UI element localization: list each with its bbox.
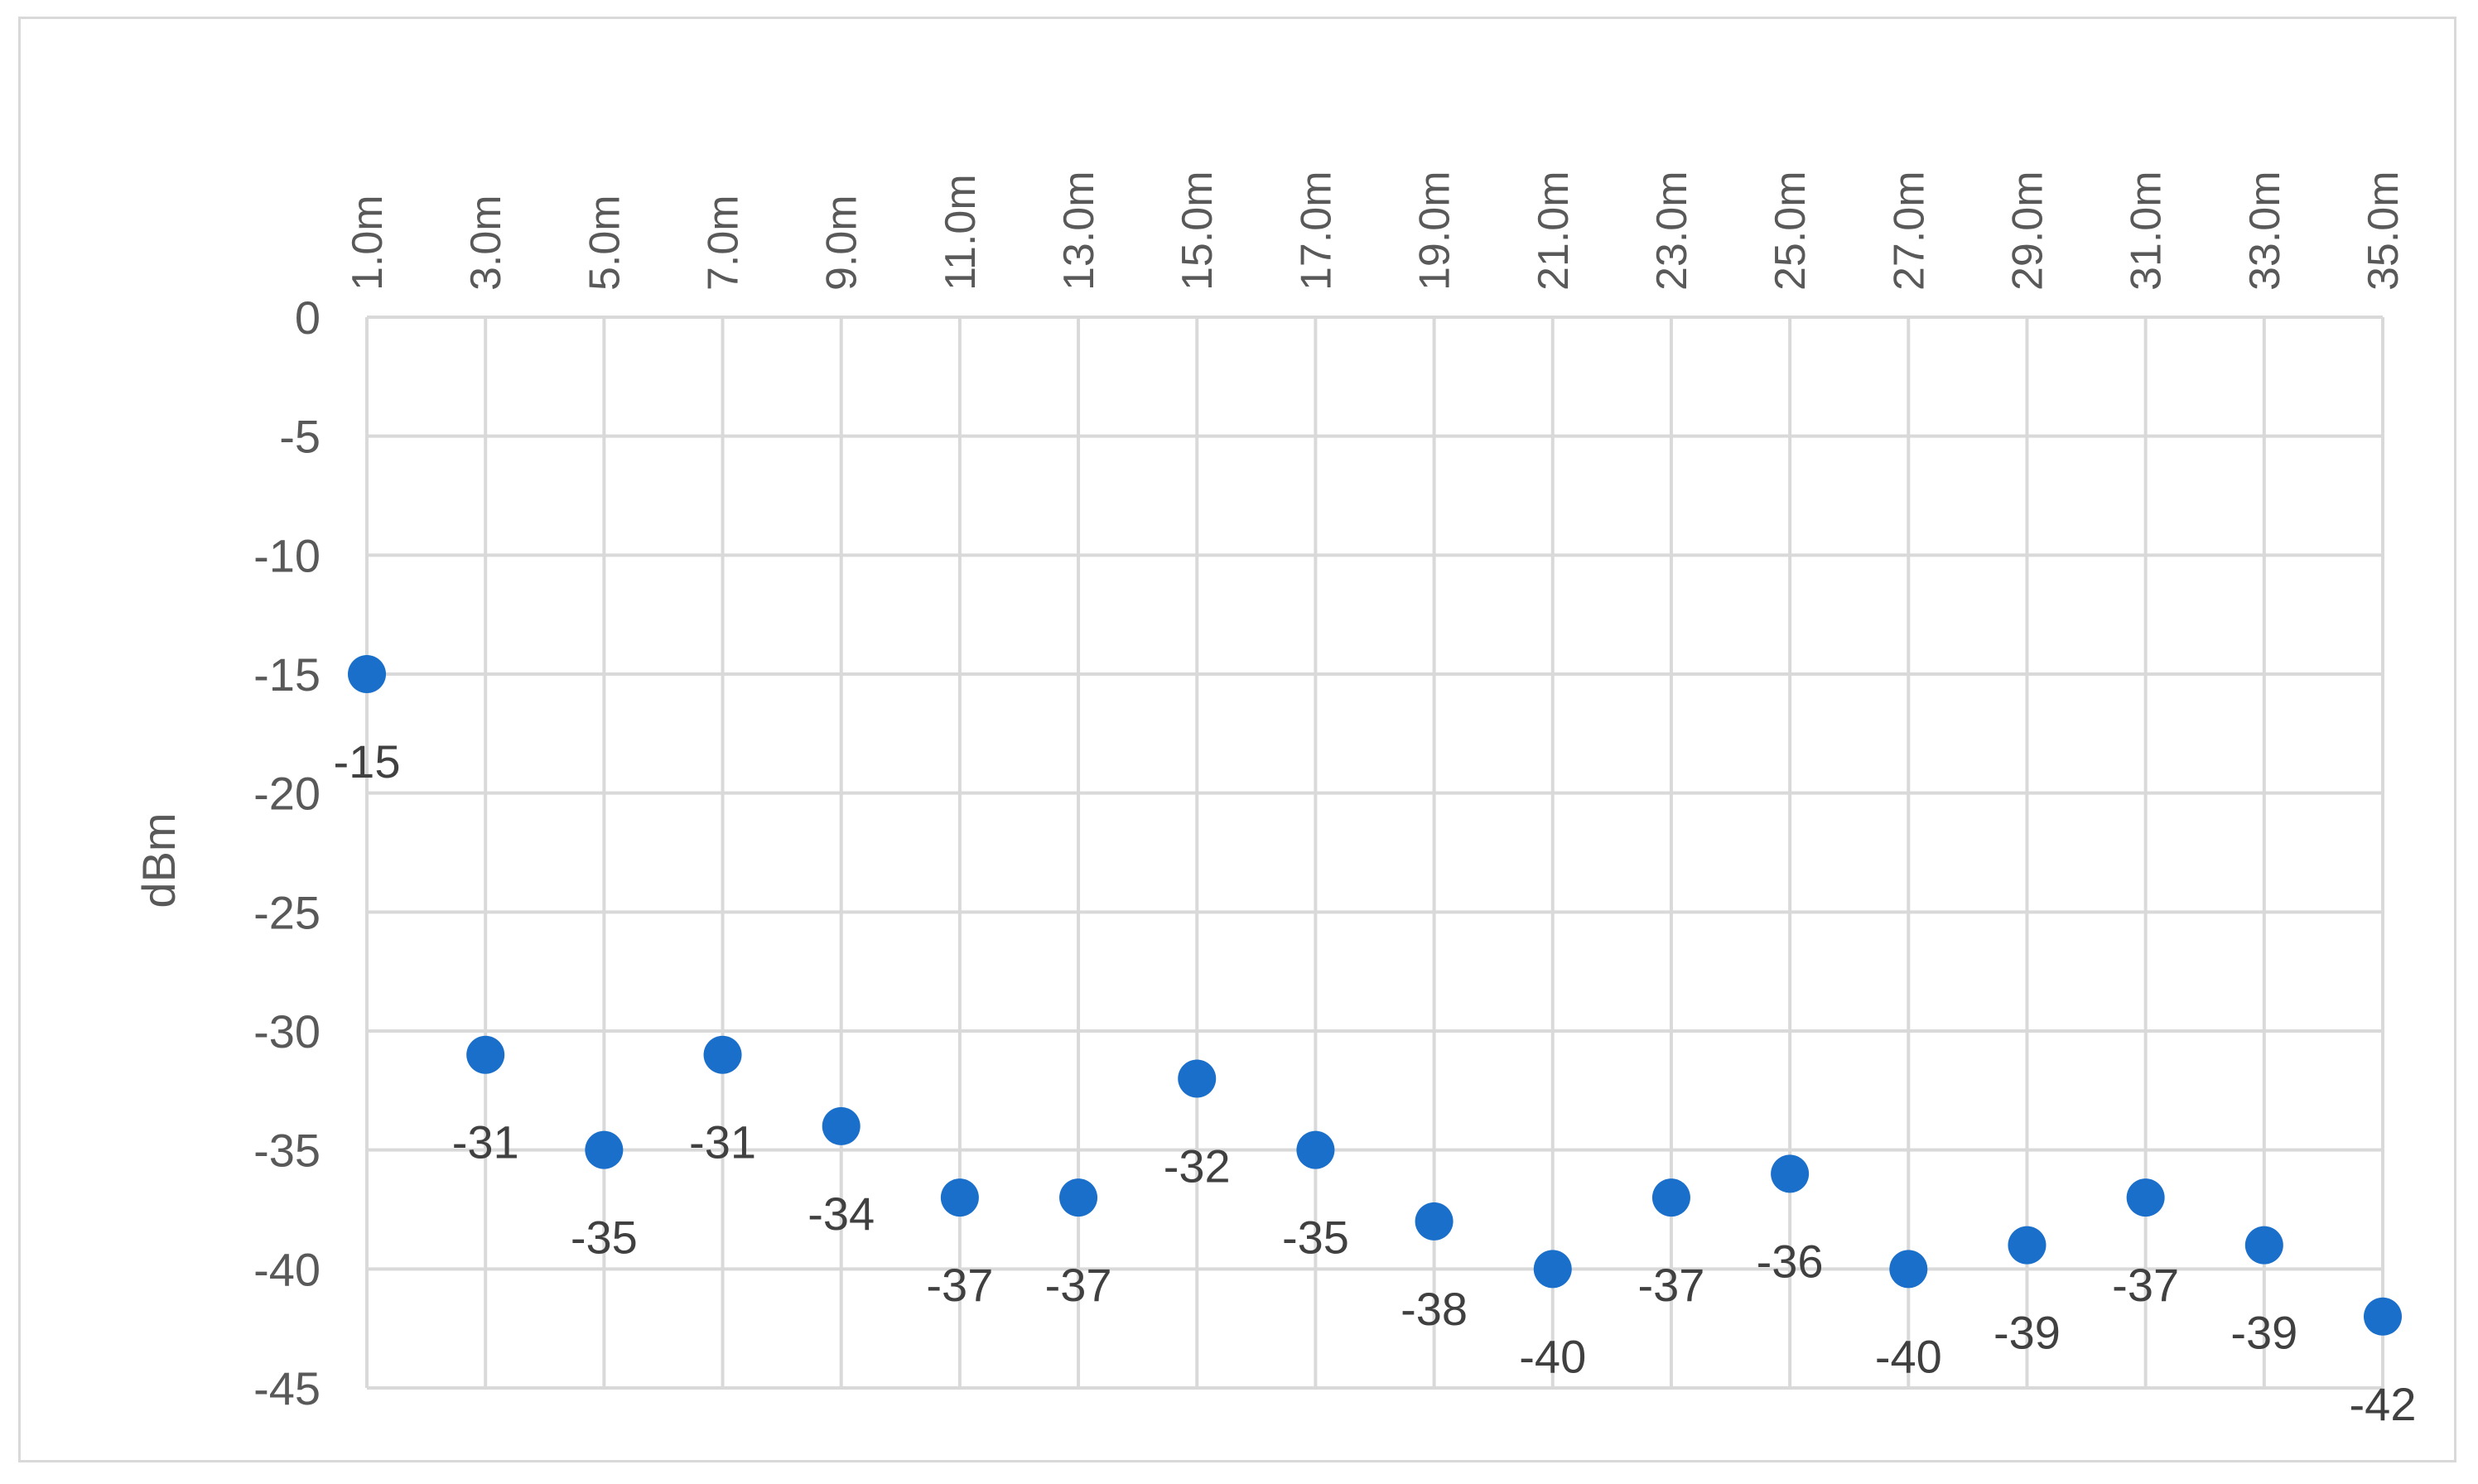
y-tick-label: -15 [253, 648, 321, 701]
data-label: -37 [2112, 1259, 2179, 1311]
x-tick-label: 15.0m [1174, 171, 1222, 291]
data-label: -40 [1875, 1330, 1942, 1382]
x-tick-labels: 1.0m 3.0m 5.0m 7.0m 9.0m 11.0m 13.0m 15.0m 17.0m… [344, 171, 2408, 291]
data-point [940, 1178, 979, 1217]
y-tick-label: 0 [295, 292, 321, 344]
x-tick-label: 5.0m [581, 195, 629, 291]
x-tick-label: 9.0m [818, 195, 866, 291]
data-point [1415, 1202, 1454, 1241]
grid-lines [365, 316, 2384, 1390]
data-point [2008, 1226, 2047, 1265]
data-point [703, 1035, 742, 1074]
data-point [2364, 1297, 2402, 1336]
x-tick-label: 19.0m [1411, 171, 1459, 291]
data-label: -40 [1519, 1330, 1586, 1382]
data-label: -15 [334, 735, 401, 788]
data-point [348, 655, 386, 693]
data-label: -38 [1401, 1283, 1468, 1335]
chart-plot: 0-5-10-15-20-25-30-35-40-45 1.0m 3.0m 5.0m… [133, 171, 2417, 1430]
data-label: -32 [1164, 1140, 1231, 1192]
y-tick-labels: 0 -5 -10 -15 -20 -25 -30 -35 -40 -45 [253, 292, 321, 1414]
data-point [2244, 1226, 2283, 1265]
y-tick-label: -40 [253, 1243, 321, 1295]
x-tick-label: 1.0m [344, 195, 392, 291]
y-axis-title: dBm [133, 812, 185, 908]
data-label: -34 [808, 1188, 875, 1240]
y-tick-label: -5 [279, 411, 321, 463]
y-tick-label: -20 [253, 768, 321, 820]
data-point [2126, 1178, 2165, 1217]
x-tick-label: 27.0m [1885, 171, 1933, 291]
x-tick-label: 33.0m [2241, 171, 2289, 291]
x-tick-label: 7.0m [700, 195, 748, 291]
data-label: -37 [1637, 1259, 1704, 1311]
data-label: -31 [452, 1116, 519, 1168]
data-point [1771, 1154, 1810, 1193]
x-tick-label: 11.0m [937, 174, 985, 291]
data-point [1178, 1059, 1217, 1098]
data-point [1889, 1250, 1928, 1289]
x-tick-label: 17.0m [1292, 171, 1340, 291]
x-tick-label: 3.0m [462, 195, 510, 291]
data-label: -37 [1045, 1259, 1112, 1311]
data-label: -35 [1282, 1212, 1349, 1264]
x-tick-label: 25.0m [1767, 171, 1815, 291]
data-label: -36 [1757, 1235, 1824, 1287]
y-tick-label: -25 [253, 886, 321, 938]
data-point [822, 1106, 861, 1145]
data-points [348, 655, 2402, 1336]
chart-frame: 0 -5 -10 -15 -20 -25 -30 -35 -40 -45 1.0m 3.0m 5.0m… [18, 17, 2456, 1462]
x-tick-label: 31.0m [2123, 171, 2171, 291]
data-point [1533, 1250, 1572, 1289]
x-tick-label: 23.0m [1648, 171, 1696, 291]
data-label: -31 [689, 1116, 756, 1168]
data-point [1651, 1178, 1690, 1217]
x-tick-label: 21.0m [1530, 171, 1578, 291]
y-tick-label: -10 [253, 529, 321, 581]
data-point [585, 1130, 624, 1169]
data-point [466, 1035, 505, 1074]
data-label: -37 [926, 1259, 993, 1311]
y-tick-label: -30 [253, 1005, 321, 1058]
data-label: -35 [571, 1212, 638, 1264]
data-label: -39 [1993, 1307, 2061, 1359]
y-tick-label: -45 [253, 1362, 321, 1414]
data-labels: -15-31-35-31-34-37 -37-32-35-38-40-37 -36-… [334, 735, 2417, 1430]
data-point [1059, 1178, 1098, 1217]
x-tick-label: 13.0m [1055, 171, 1103, 291]
y-tick-label: -35 [253, 1125, 321, 1177]
data-label: -42 [2350, 1378, 2417, 1430]
x-tick-label: 35.0m [2360, 171, 2408, 291]
data-label: -39 [2230, 1307, 2297, 1359]
x-tick-label: 29.0m [2003, 171, 2051, 291]
data-point [1296, 1130, 1335, 1169]
